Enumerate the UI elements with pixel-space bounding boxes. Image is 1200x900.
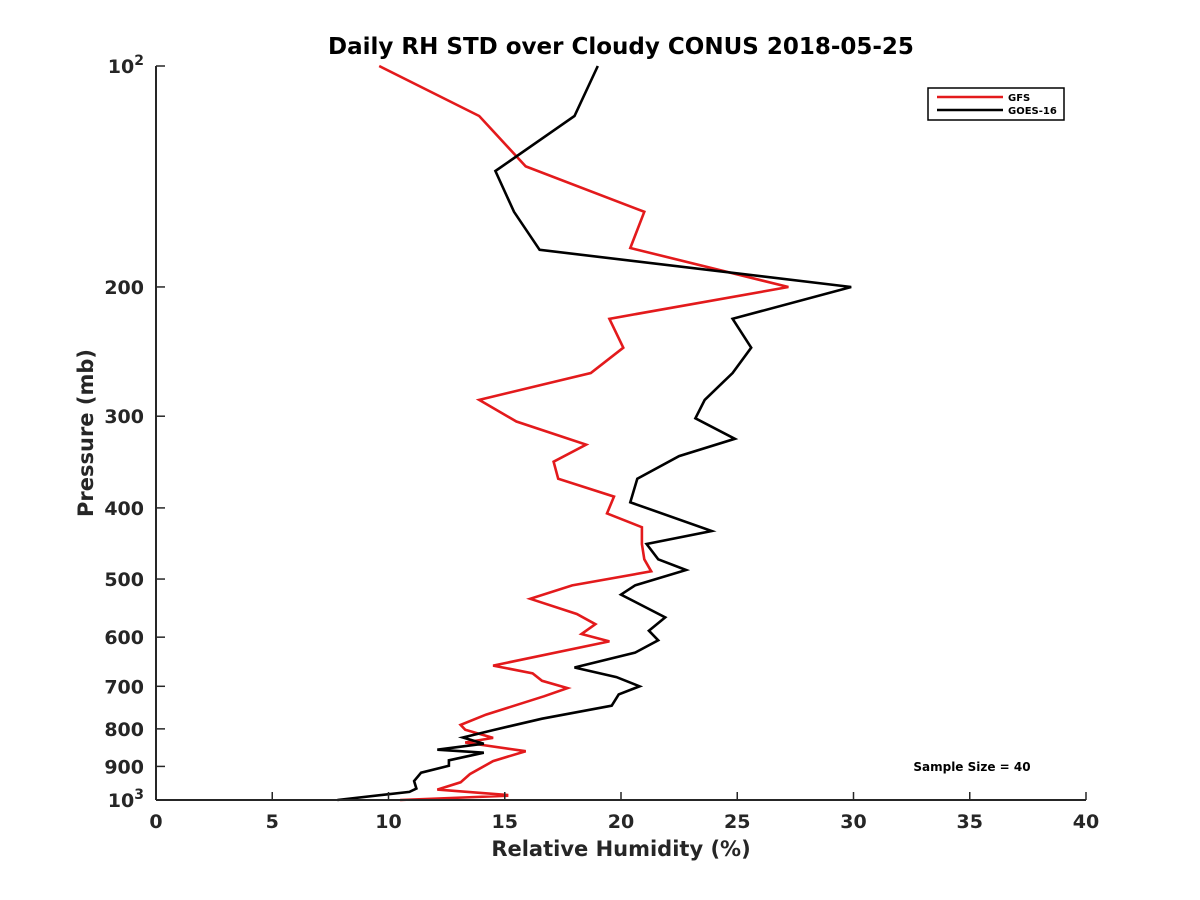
- legend: GFS GOES-16: [927, 87, 1065, 121]
- y-tick-label: 300: [104, 406, 144, 428]
- legend-label-goes16: GOES-16: [1008, 106, 1057, 117]
- x-axis-title: Relative Humidity (%): [491, 837, 750, 861]
- legend-label-gfs: GFS: [1008, 93, 1030, 104]
- x-tick-label: 25: [724, 811, 750, 833]
- x-tick-label: 40: [1073, 811, 1099, 833]
- y-tick-label: 400: [104, 498, 144, 520]
- chart-title: Daily RH STD over Cloudy CONUS 2018-05-2…: [328, 34, 914, 60]
- x-tick-label: 20: [608, 811, 634, 833]
- series-line-goes-16: [337, 65, 852, 802]
- sample-size-annotation: Sample Size = 40: [913, 760, 1030, 774]
- series-layer: [337, 64, 852, 802]
- y-tick-label: 600: [104, 627, 144, 649]
- x-ticks-layer: 0 5 10 15 20 25 30 35 40: [149, 792, 1099, 833]
- y-axis-title: Pressure (mb): [74, 349, 98, 517]
- y-tick-label: 102: [108, 53, 144, 78]
- y-tick-label: 800: [104, 719, 144, 741]
- x-tick-label: 10: [375, 811, 401, 833]
- x-tick-label: 5: [266, 811, 279, 833]
- x-tick-label: 0: [149, 811, 162, 833]
- axes-layer: [155, 66, 1086, 801]
- y-tick-label: 700: [104, 676, 144, 698]
- x-tick-label: 30: [840, 811, 866, 833]
- legend-box: [927, 87, 1065, 121]
- series-line-gfs: [378, 64, 789, 802]
- y-tick-label: 900: [104, 756, 144, 778]
- y-tick-label: 103: [108, 787, 144, 812]
- x-tick-label: 35: [957, 811, 983, 833]
- y-tick-label: 500: [104, 569, 144, 591]
- y-ticks-layer: 102 200 300 400 500 600 700 800 900 103: [104, 53, 165, 812]
- x-tick-label: 15: [492, 811, 518, 833]
- y-tick-label: 200: [104, 277, 144, 299]
